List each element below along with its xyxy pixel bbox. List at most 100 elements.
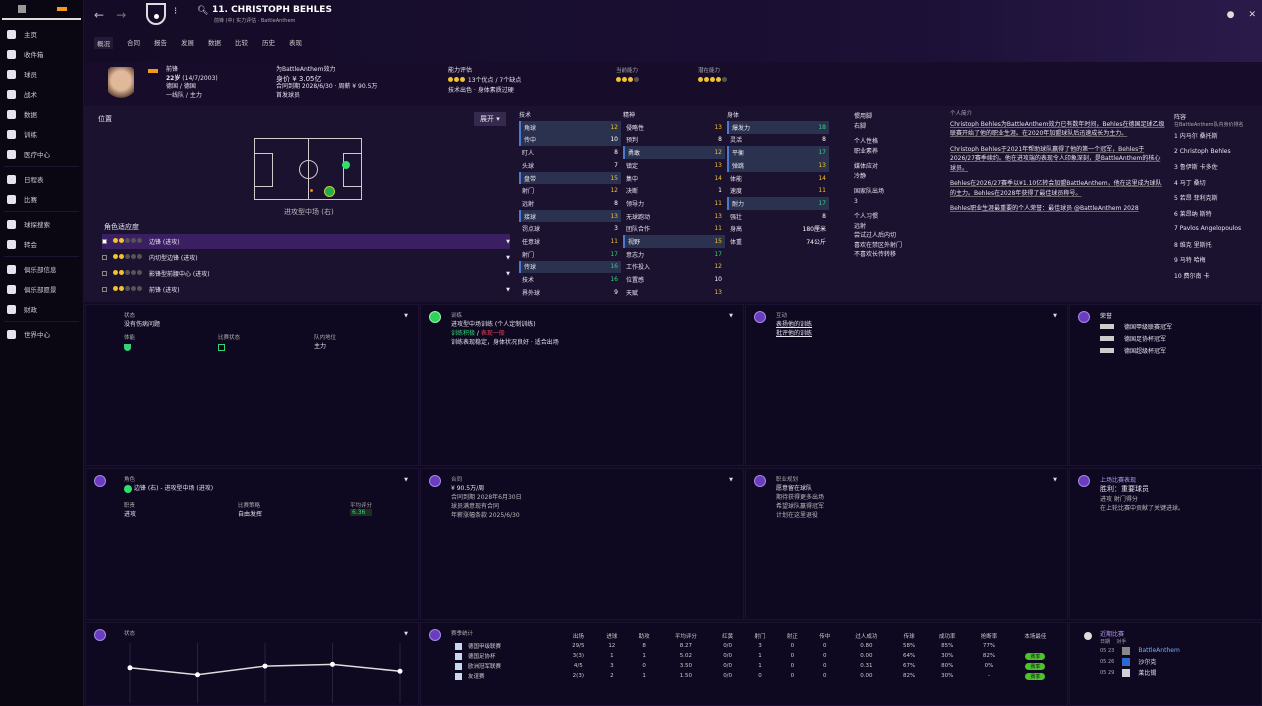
attribute-row[interactable]: 意志力 17 (623, 248, 725, 261)
close-icon[interactable]: ✕ (1248, 10, 1256, 20)
season-badge[interactable]: 赛季 (1025, 652, 1046, 660)
attribute-row[interactable]: 传球 16 (519, 260, 621, 274)
interaction-label[interactable]: 互动 (776, 313, 788, 319)
role-radio[interactable] (102, 287, 107, 292)
form-point[interactable] (397, 668, 403, 674)
attribute-row[interactable]: 爆发力 18 (727, 121, 829, 134)
more-options-icon[interactable]: ⁝ (174, 6, 178, 17)
sidebar-item[interactable]: 俱乐部愿景 (0, 279, 83, 299)
stats-header[interactable]: 红黄 (722, 634, 734, 640)
attribute-row[interactable]: 位置感 10 (623, 273, 725, 286)
attribute-row[interactable]: 体重 74公斤 (727, 235, 829, 248)
attribute-row[interactable]: 强壮 8 (727, 210, 829, 223)
sidebar-item[interactable]: 数据 (0, 104, 83, 124)
tab[interactable]: 概况 (94, 37, 113, 49)
sidebar-item[interactable]: 比赛 (0, 189, 83, 209)
attribute-row[interactable]: 领导力 11 (623, 197, 725, 210)
expand-dropdown[interactable]: 展开 ▾ (474, 112, 506, 126)
sidebar-item[interactable]: 俱乐部信息 (0, 259, 83, 279)
fixture-row[interactable]: 05 26 沙尔克 (1100, 656, 1255, 667)
competition-name[interactable]: 德国甲级联赛 (468, 644, 502, 650)
attribute-row[interactable]: 耐力 17 (727, 197, 829, 210)
stats-header[interactable]: 抢断率 (980, 634, 998, 640)
honour-item[interactable]: 德国超级杯冠军 (1100, 344, 1255, 356)
tab[interactable]: 表现 (289, 39, 302, 47)
praise-training-link[interactable]: 表扬他的训练 (776, 321, 813, 328)
tab[interactable]: 数据 (208, 39, 221, 47)
competition-name[interactable]: 德国足协杯 (468, 654, 496, 660)
ranking-item[interactable]: 10 费尔南 卡 (1174, 272, 1210, 280)
stats-header[interactable]: 射门 (754, 634, 766, 640)
stats-row[interactable]: 德国足协杯 3(3) 1 1 5.02 0/0 1 0 0 0.00 64% 30% 82% 赛季 (451, 651, 1061, 661)
season-badge[interactable]: 赛季 (1025, 672, 1046, 680)
stats-header[interactable]: 平均评分 (674, 634, 697, 640)
back-icon[interactable]: ← (94, 8, 105, 22)
stats-row[interactable]: 欧洲冠军联赛 4/5 3 0 3.50 0/0 1 0 0 0.31 67% 80% 0% 赛季 (451, 661, 1061, 671)
honour-item[interactable]: 德国足协杯冠军 (1100, 332, 1255, 344)
chevron-down-icon[interactable]: ▼ (506, 238, 510, 245)
stats-label[interactable]: 赛季统计 (451, 631, 474, 637)
season-badge[interactable]: 赛季 (1025, 662, 1046, 670)
attribute-row[interactable]: 盯人 8 (519, 146, 621, 159)
ranking-item[interactable]: 8 维克 里斯托 (1174, 241, 1212, 249)
role-label[interactable]: 角色 (124, 477, 136, 483)
attribute-row[interactable]: 射门 17 (519, 248, 621, 261)
attribute-row[interactable]: 身高 180厘米 (727, 223, 829, 236)
chevron-down-icon[interactable]: ▼ (1053, 313, 1057, 319)
status-label[interactable]: 状态 (124, 313, 136, 319)
stats-header[interactable]: 助攻 (638, 634, 650, 640)
role-row[interactable]: 边锋 (进攻) ▼ (102, 234, 510, 249)
tab[interactable]: 比较 (235, 39, 248, 47)
role-radio[interactable] (102, 239, 107, 244)
opponent-name[interactable]: 沙尔克 (1138, 659, 1157, 666)
player-club[interactable]: 为BattleAnthem效力 (276, 66, 336, 73)
notification-flag-icon[interactable] (57, 7, 67, 11)
criticize-training-link[interactable]: 批评他的训练 (776, 330, 813, 337)
chevron-down-icon[interactable]: ▼ (729, 313, 733, 319)
ranking-item[interactable]: 2 Christoph Behles (1174, 147, 1231, 155)
attribute-row[interactable]: 勇敢 12 (623, 146, 725, 159)
chevron-down-icon[interactable]: ▼ (506, 254, 510, 261)
chevron-down-icon[interactable]: ▼ (404, 477, 408, 483)
form-point[interactable] (330, 661, 335, 667)
attribute-row[interactable]: 团队合作 11 (623, 223, 725, 236)
attribute-row[interactable]: 角球 12 (519, 121, 621, 134)
stats-row[interactable]: 德国甲级联赛 29/5 12 8 8.27 0/0 3 0 0 0.80 58% 85% 77% (451, 641, 1061, 651)
plans-label[interactable]: 职业规划 (776, 477, 799, 483)
chevron-down-icon[interactable]: ▼ (506, 286, 510, 293)
sidebar-item[interactable]: 球探搜索 (0, 214, 83, 234)
chevron-down-icon[interactable]: ▼ (729, 477, 733, 483)
sidebar-item[interactable]: 球员 (0, 64, 83, 84)
attribute-row[interactable]: 侵略性 13 (623, 121, 725, 134)
attribute-row[interactable]: 速度 11 (727, 184, 829, 197)
attribute-row[interactable]: 集中 14 (623, 172, 725, 185)
stats-header[interactable]: 本场最佳 (1024, 634, 1047, 640)
location-icon[interactable]: ● (1226, 10, 1235, 20)
stats-header[interactable]: 传球 (903, 634, 915, 640)
attribute-row[interactable]: 决断 1 (623, 184, 725, 197)
form-point[interactable] (195, 672, 200, 678)
stats-header[interactable]: 成功率 (938, 634, 956, 640)
ranking-item[interactable]: 6 莱昂纳 斯特 (1174, 210, 1212, 218)
honour-item[interactable]: 德国甲级联赛冠军 (1100, 320, 1255, 332)
sidebar-item[interactable]: 转会 (0, 234, 83, 254)
attribute-row[interactable]: 灵活 8 (727, 134, 829, 147)
training-label[interactable]: 训练 (451, 313, 463, 319)
ranking-item[interactable]: 5 若昂 菲利克斯 (1174, 195, 1218, 203)
attribute-row[interactable]: 弹跳 13 (727, 159, 829, 172)
opponent-name[interactable]: 莱比锡 (1138, 670, 1157, 677)
attribute-row[interactable]: 无球跑动 13 (623, 210, 725, 223)
position-label[interactable]: 位置 (98, 115, 112, 123)
sidebar-item[interactable]: 医疗中心 (0, 144, 83, 164)
sidebar-item[interactable]: 主页 (0, 24, 83, 44)
stats-header[interactable]: 传中 (819, 634, 831, 640)
attribute-row[interactable]: 头球 7 (519, 159, 621, 172)
opponent-name[interactable]: BattleAnthem (1138, 647, 1180, 654)
fixture-row[interactable]: 05 23 BattleAnthem (1100, 645, 1255, 656)
attribute-row[interactable]: 盘带 15 (519, 171, 621, 185)
attribute-row[interactable]: 任意球 11 (519, 235, 621, 248)
attribute-row[interactable]: 工作投入 12 (623, 261, 725, 274)
attribute-row[interactable]: 预判 8 (623, 134, 725, 147)
ranking-item[interactable]: 1 内马尔 桑托斯 (1174, 133, 1218, 141)
forward-icon[interactable]: → (116, 8, 127, 22)
